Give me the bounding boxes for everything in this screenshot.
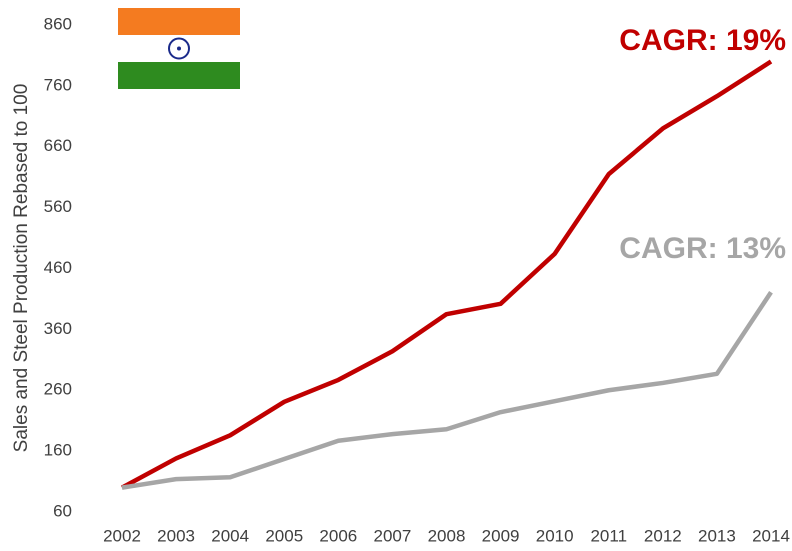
y-tick-label: 560 bbox=[44, 197, 72, 216]
india-flag bbox=[118, 8, 240, 89]
x-tick-label: 2010 bbox=[536, 526, 574, 545]
x-tick-label: 2002 bbox=[103, 526, 141, 545]
x-tick-label: 2012 bbox=[644, 526, 682, 545]
x-tick-label: 2011 bbox=[590, 526, 627, 545]
y-tick-label: 760 bbox=[44, 75, 72, 94]
series-line bbox=[120, 59, 773, 490]
flag-green bbox=[118, 62, 240, 89]
x-tick-label: 2009 bbox=[482, 526, 520, 545]
series-line bbox=[121, 290, 773, 490]
x-tick-label: 2006 bbox=[319, 526, 357, 545]
flag-saffron bbox=[118, 8, 240, 35]
y-tick-label: 360 bbox=[44, 319, 72, 338]
y-tick-label: 660 bbox=[44, 136, 72, 155]
y-tick-label: 60 bbox=[53, 501, 72, 520]
x-tick-label: 2007 bbox=[374, 526, 412, 545]
cagr-annotation: CAGR: 19% bbox=[619, 24, 786, 57]
flag-chakra bbox=[168, 37, 190, 60]
flag-chakra-hub bbox=[177, 46, 181, 51]
x-tick-label: 2013 bbox=[698, 526, 736, 545]
y-tick-label: 460 bbox=[44, 258, 72, 277]
x-tick-label: 2003 bbox=[157, 526, 195, 545]
x-tick-label: 2008 bbox=[428, 526, 466, 545]
y-tick-label: 260 bbox=[44, 380, 72, 399]
y-axis-label: Sales and Steel Production Rebased to 10… bbox=[11, 84, 32, 453]
x-tick-label: 2014 bbox=[752, 526, 790, 545]
y-tick-label: 160 bbox=[44, 441, 72, 460]
x-tick-label: 2004 bbox=[211, 526, 249, 545]
y-tick-label: 860 bbox=[44, 14, 72, 33]
x-tick-label: 2005 bbox=[265, 526, 303, 545]
cagr-annotation: CAGR: 13% bbox=[619, 232, 786, 265]
